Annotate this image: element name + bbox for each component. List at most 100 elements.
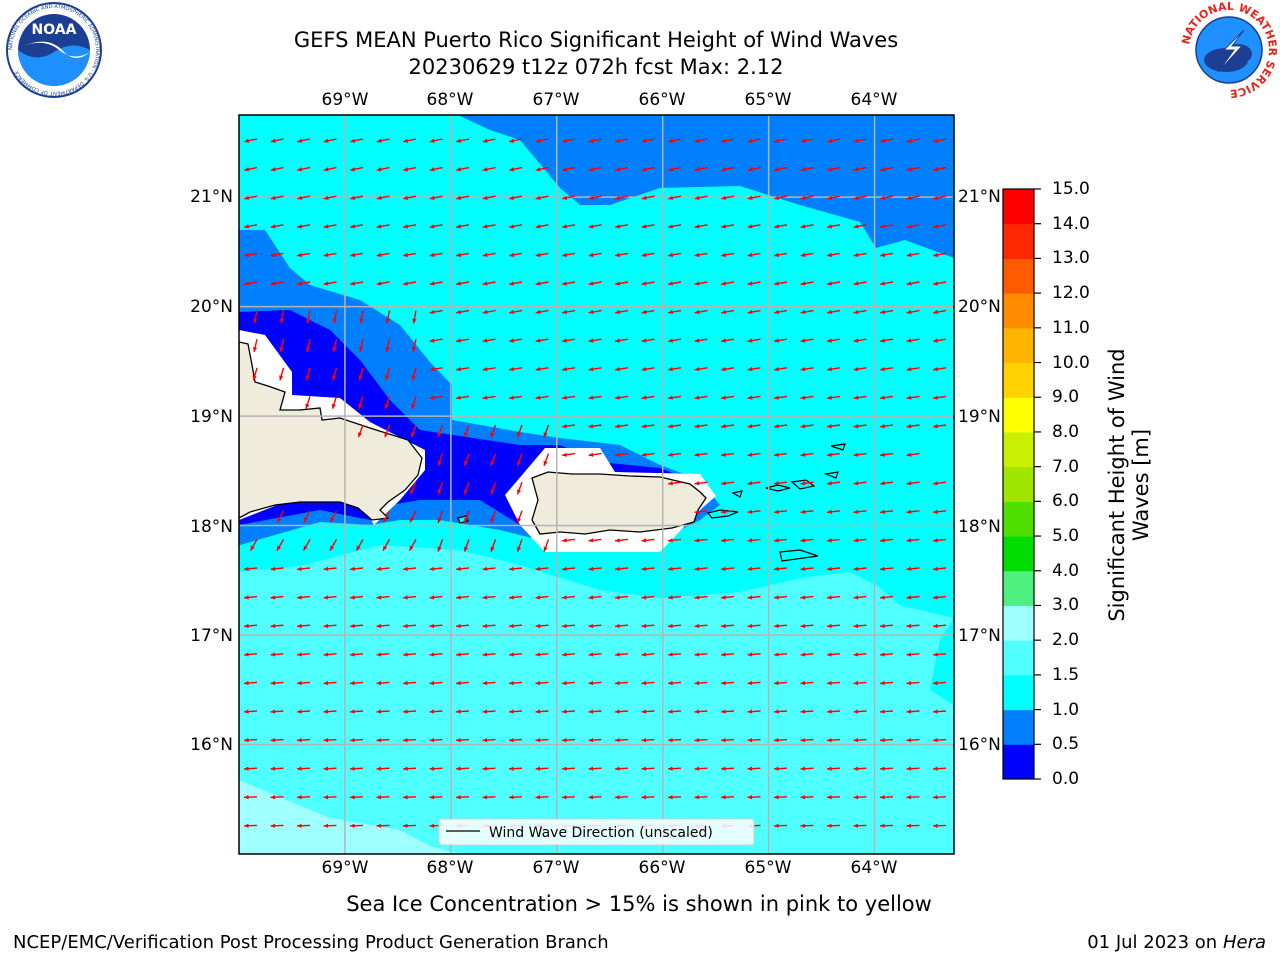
wave-direction-arrow (305, 367, 311, 381)
wave-direction-arrow (853, 252, 867, 258)
wave-direction-arrow (482, 166, 496, 172)
wave-direction-arrow (402, 766, 417, 771)
wave-direction-arrow (615, 452, 629, 457)
colorbar-tick-label: 0.5 (1052, 734, 1080, 755)
map-subtitle: 20230629 t12z 072h fcst Max: 2.12 (408, 55, 784, 79)
wave-direction-arrow (243, 595, 258, 600)
wave-direction-arrow (906, 823, 920, 828)
wave-direction-arrow (668, 481, 682, 486)
wave-direction-arrow (933, 366, 947, 372)
wave-direction-arrow (437, 453, 444, 467)
wave-direction-arrow (516, 424, 523, 438)
wave-direction-arrow (906, 509, 920, 514)
wave-direction-arrow (535, 166, 549, 172)
wave-direction-arrow (641, 252, 655, 258)
wave-direction-arrow (412, 310, 417, 324)
wave-direction-arrow (932, 795, 947, 800)
wave-direction-arrow (827, 452, 841, 457)
wave-direction-arrow (800, 680, 814, 686)
wave-direction-arrow (297, 195, 311, 200)
wave-direction-arrow (455, 737, 470, 743)
wave-direction-arrow (359, 310, 364, 324)
wave-direction-arrow (535, 795, 549, 800)
wave-direction-arrow (721, 538, 735, 543)
wave-direction-arrow (429, 252, 443, 258)
colorbar-tick-label: 13.0 (1052, 248, 1090, 269)
wave-direction-arrow (562, 252, 576, 258)
wave-direction-arrow (853, 795, 867, 800)
wave-direction-arrow (615, 366, 629, 372)
wave-direction-arrow (535, 623, 549, 629)
wave-direction-arrow (562, 424, 576, 429)
wave-direction-arrow (376, 680, 390, 686)
wave-direction-arrow (270, 166, 284, 172)
wave-direction-arrow (297, 224, 311, 229)
wave-direction-arrow (410, 424, 417, 438)
wave-direction-arrow (774, 166, 788, 172)
wave-direction-arrow (853, 709, 867, 714)
colorbar-swatch (1003, 327, 1034, 364)
wave-direction-arrow (562, 138, 576, 143)
wave-direction-arrow (747, 395, 761, 400)
wave-direction-arrow (490, 539, 497, 552)
wave-direction-arrow (509, 224, 523, 229)
wave-direction-arrow (906, 452, 920, 457)
wave-direction-arrow (456, 366, 470, 372)
wave-direction-arrow (641, 652, 655, 657)
wave-direction-arrow (296, 595, 311, 600)
wave-direction-arrow (508, 652, 523, 657)
wave-direction-arrow (376, 252, 390, 258)
wave-direction-arrow (906, 166, 920, 172)
wave-direction-arrow (482, 309, 496, 315)
wave-direction-arrow (774, 509, 788, 514)
wave-direction-arrow (509, 395, 523, 400)
wave-direction-arrow (376, 195, 390, 200)
wave-direction-arrow (641, 166, 655, 172)
wave-direction-arrow (853, 509, 867, 514)
wave-direction-arrow (615, 281, 629, 286)
wave-direction-arrow (329, 510, 338, 523)
wave-direction-arrow (270, 737, 284, 743)
wave-direction-arrow (641, 766, 655, 771)
wave-direction-arrow (668, 338, 682, 343)
wave-direction-arrow (614, 795, 629, 800)
wave-direction-arrow (694, 509, 708, 514)
wave-direction-arrow (641, 224, 655, 229)
wave-direction-arrow (694, 566, 708, 572)
noaa-logo: NOAA NATIONAL OCEANIC AND ATMOSPHERIC AD… (6, 2, 102, 98)
wave-direction-arrow (932, 823, 947, 828)
wave-direction-arrow (323, 623, 337, 629)
lon-tick-top-2: 67°W (532, 90, 580, 110)
wave-direction-arrow (402, 795, 417, 800)
wave-direction-arrow (853, 652, 867, 657)
wave-direction-arrow (800, 281, 814, 286)
wave-direction-arrow (800, 623, 814, 629)
wave-direction-arrow (508, 623, 523, 629)
wave-direction-arrow (588, 452, 602, 457)
wave-direction-arrow (455, 652, 470, 657)
wave-direction-arrow (800, 252, 814, 258)
wave-direction-arrow (482, 595, 496, 600)
wave-direction-arrow (853, 195, 867, 200)
wave-direction-arrow (694, 795, 708, 800)
wave-direction-arrow (516, 453, 523, 467)
wave-direction-arrow (455, 795, 470, 800)
wave-direction-arrow (668, 538, 682, 543)
colorbar-swatch (1003, 501, 1034, 537)
wave-direction-arrow (800, 509, 814, 514)
wave-direction-arrow (694, 652, 708, 657)
wave-direction-arrow (933, 538, 947, 543)
wave-direction-arrow (774, 195, 788, 200)
wave-direction-arrow (562, 309, 576, 315)
anegada-island (830, 443, 846, 451)
wave-direction-arrow (880, 195, 894, 200)
wave-direction-arrow (296, 709, 311, 714)
wave-direction-arrow (429, 281, 443, 286)
wave-direction-arrow (853, 281, 867, 286)
wave-direction-arrow (561, 595, 576, 600)
wave-direction-arrow (456, 252, 470, 258)
wave-direction-arrow (482, 366, 496, 372)
wave-direction-arrow (614, 737, 629, 743)
wave-direction-arrow (270, 252, 284, 258)
wave-direction-arrow (490, 510, 497, 524)
